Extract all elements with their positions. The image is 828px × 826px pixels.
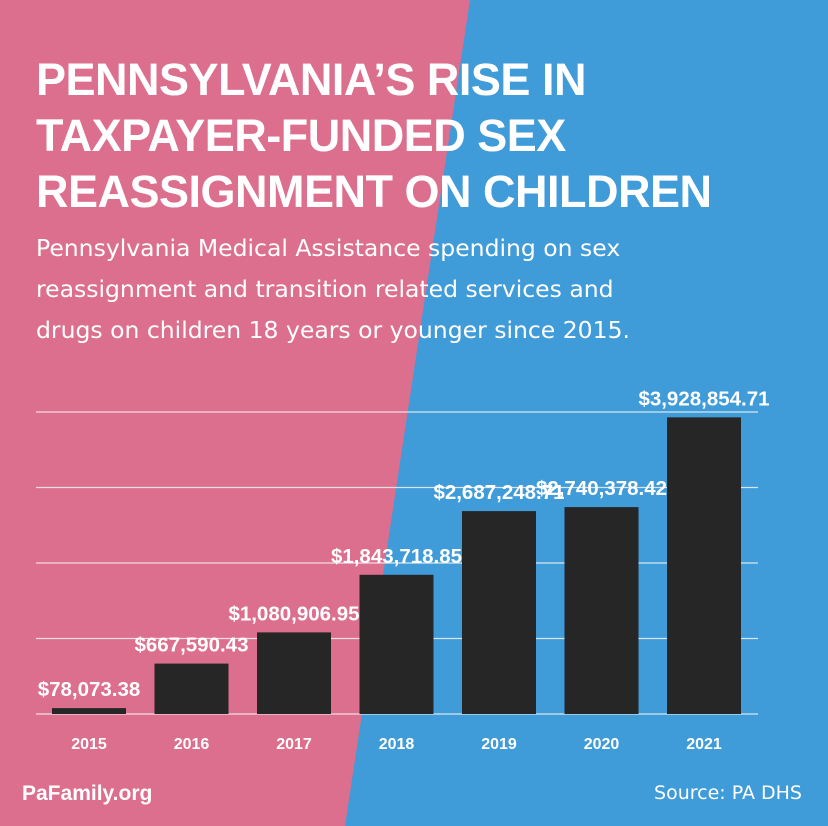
brand-label: PaFamily.org (22, 782, 153, 805)
bar-2019 (462, 511, 536, 714)
title-line: TAXPAYER-FUNDED SEX (36, 110, 566, 161)
bar-2015 (52, 708, 126, 714)
source-label: Source: PA DHS (654, 782, 802, 804)
x-tick-label: 2020 (584, 736, 620, 753)
x-tick-label: 2017 (276, 736, 312, 753)
data-label: $2,740,378.42 (536, 477, 667, 500)
chart-title: PENNSYLVANIA’S RISE IN TAXPAYER-FUNDED S… (36, 52, 806, 220)
bar-2021 (667, 417, 741, 714)
data-label: $78,073.38 (38, 678, 141, 701)
x-tick-label: 2018 (379, 736, 415, 753)
x-tick-label: 2015 (71, 736, 107, 753)
subtitle-line: reassignment and transition related serv… (36, 275, 614, 303)
data-label: $667,590.43 (134, 634, 248, 657)
x-tick-label: 2019 (481, 736, 517, 753)
bar-2016 (154, 663, 229, 714)
data-label: $3,928,854.71 (638, 387, 769, 410)
bar-2017 (257, 632, 331, 714)
chart-subtitle: Pennsylvania Medical Assistance spending… (36, 228, 806, 351)
data-label: $1,843,718.85 (331, 545, 462, 568)
data-label: $2,687,248.71 (433, 481, 564, 504)
title-line: PENNSYLVANIA’S RISE IN (36, 54, 586, 105)
bar-2020 (564, 507, 639, 714)
data-label: $1,080,906.95 (228, 602, 359, 625)
subtitle-line: Pennsylvania Medical Assistance spending… (36, 234, 621, 262)
subtitle-line: drugs on children 18 years or younger si… (36, 316, 630, 344)
x-tick-label: 2016 (174, 736, 210, 753)
x-tick-label: 2021 (686, 736, 722, 753)
bar-2018 (359, 574, 434, 714)
title-line: REASSIGNMENT ON CHILDREN (36, 166, 712, 217)
